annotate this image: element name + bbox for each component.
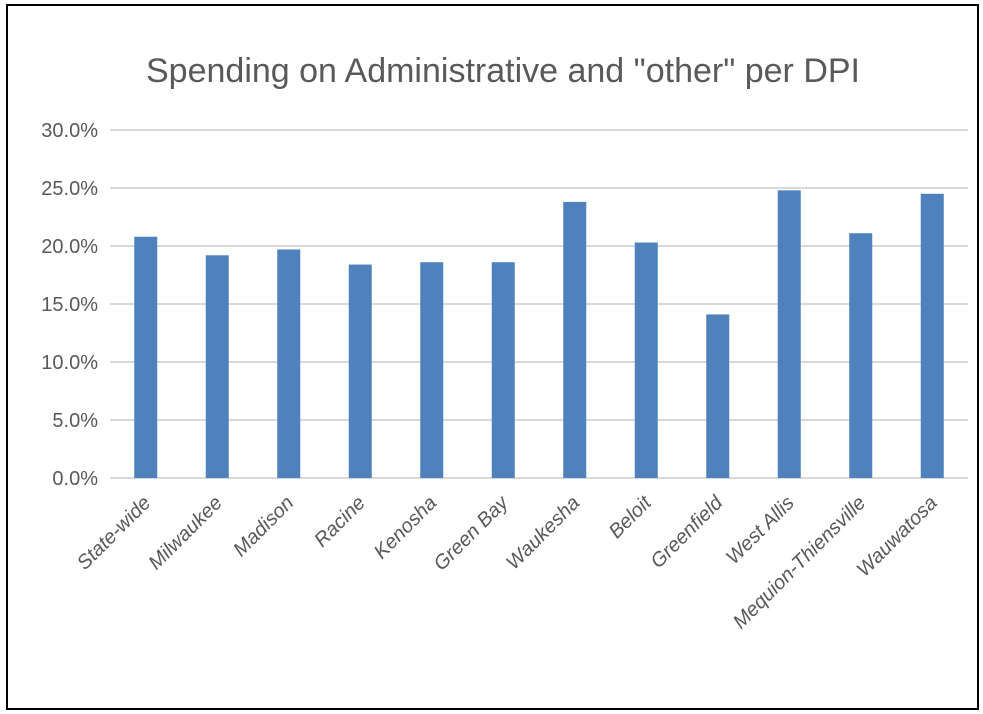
bar: [277, 249, 301, 478]
y-tick-label: 5.0%: [52, 410, 98, 432]
x-tick-label: Mequion-Thiensville: [729, 492, 870, 633]
chart-frame: Spending on Administrative and "other" p…: [6, 4, 979, 710]
chart-title: Spending on Administrative and "other" p…: [146, 52, 860, 90]
bar: [706, 314, 730, 478]
bar: [634, 242, 658, 478]
bars: [134, 190, 944, 479]
bar-chart: Spending on Administrative and "other" p…: [41, 52, 968, 633]
bar: [205, 255, 229, 478]
bar: [563, 201, 587, 479]
x-tick-label: Milwaukee: [144, 492, 226, 574]
y-tick-label: 25.0%: [41, 178, 98, 200]
x-tick-label: Racine: [310, 492, 370, 552]
y-tick-label: 30.0%: [41, 120, 98, 142]
x-tick-label: Kenosha: [370, 492, 441, 563]
x-tick-label: Greenfield: [646, 491, 727, 572]
y-axis-ticks: 0.0% 5.0% 10.0% 15.0% 20.0% 25.0% 30.0%: [41, 120, 98, 490]
bar: [420, 262, 444, 478]
x-tick-label: Green Bay: [430, 491, 514, 575]
bar: [134, 236, 158, 478]
x-tick-label: Madison: [229, 492, 298, 561]
x-tick-label: Waukesha: [502, 492, 584, 574]
bar: [491, 262, 515, 478]
bar: [920, 193, 944, 479]
x-tick-label: State-wide: [73, 492, 155, 574]
gridlines: [110, 129, 968, 479]
x-tick-label: Beloit: [605, 491, 657, 543]
y-tick-label: 0.0%: [52, 468, 98, 490]
bar: [777, 190, 801, 478]
y-tick-label: 10.0%: [41, 352, 98, 374]
bar: [849, 233, 873, 478]
y-tick-label: 15.0%: [41, 294, 98, 316]
x-tick-label: West Allis: [722, 492, 799, 569]
bar: [348, 264, 372, 478]
y-tick-label: 20.0%: [41, 236, 98, 258]
